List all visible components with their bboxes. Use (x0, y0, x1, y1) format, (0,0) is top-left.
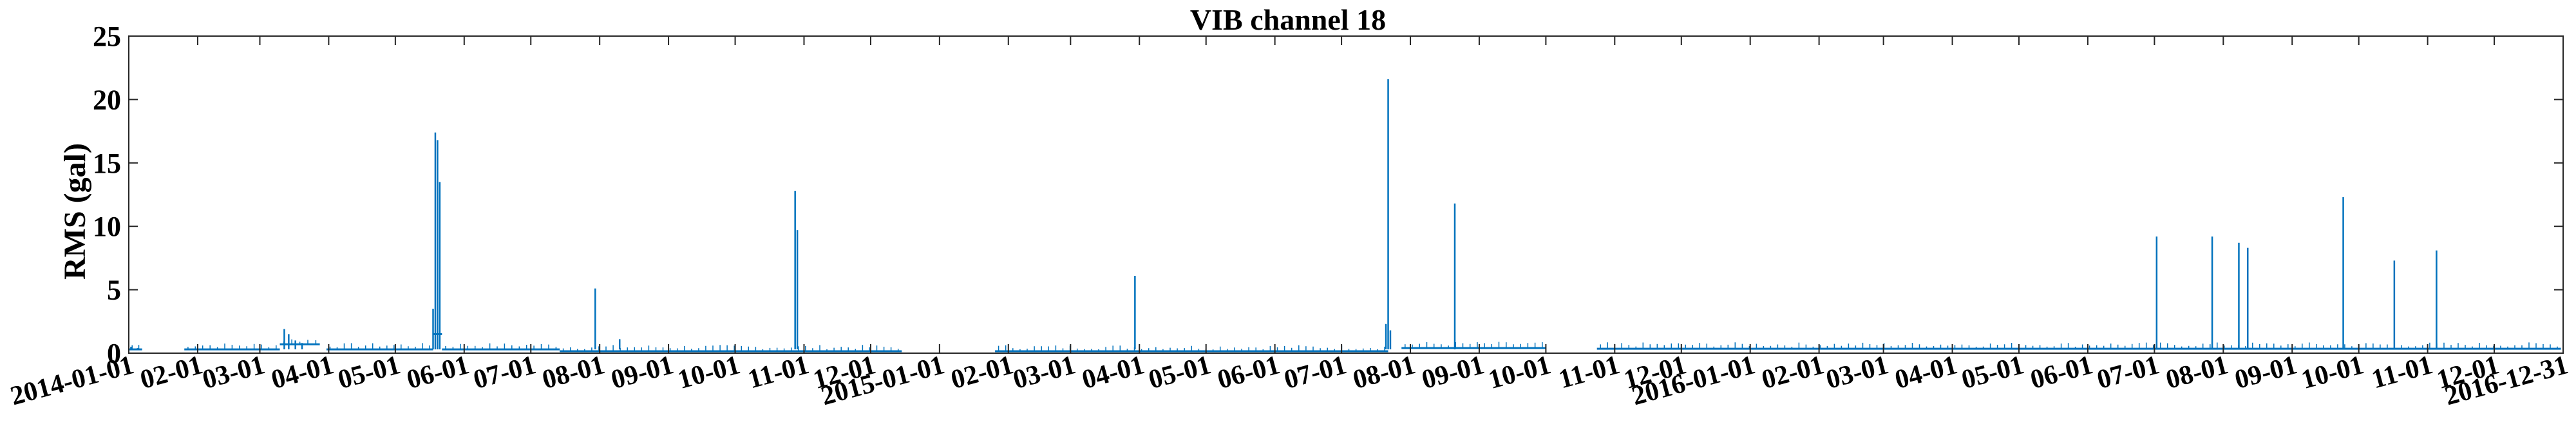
x-tick-label: 07-01 (470, 350, 539, 395)
x-tick-label: 08-01 (539, 350, 608, 395)
series-noise (329, 343, 430, 350)
series-noise (187, 343, 277, 350)
x-tick-label: 04-01 (1892, 350, 1961, 395)
x-tick-label: 10-01 (2298, 350, 2367, 395)
y-tick-label: 5 (107, 275, 121, 306)
x-tick-label: 05-01 (335, 350, 404, 395)
x-tick-label: 02-01 (1759, 350, 1828, 395)
x-tick-label: 10-01 (1485, 350, 1554, 395)
x-tick-label: 09-01 (608, 350, 677, 395)
x-tick-label: 03-01 (1010, 350, 1079, 395)
x-tick-label: 09-01 (1419, 350, 1488, 395)
series-noise (562, 345, 899, 351)
series-noise (1405, 342, 1543, 349)
x-tick-label: 04-01 (268, 350, 337, 395)
series-noise (131, 345, 140, 350)
x-tick-label: 07-01 (2094, 350, 2163, 395)
x-tick-label: 02-01 (137, 350, 206, 395)
x-tick-label: 05-01 (1146, 350, 1215, 395)
y-tick-label: 10 (93, 211, 121, 242)
x-tick-label: 11-01 (2369, 350, 2436, 394)
y-tick-label: 25 (93, 21, 121, 52)
x-tick-label: 11-01 (1556, 350, 1623, 394)
series-noise (445, 343, 557, 350)
y-tick-label: 15 (93, 148, 121, 179)
x-tick-label: 06-01 (404, 350, 473, 395)
y-tick-label: 20 (93, 84, 121, 115)
y-tick-label: 0 (107, 338, 121, 369)
x-tick-label: 08-01 (2163, 350, 2231, 395)
x-tick-label: 03-01 (200, 350, 269, 395)
x-tick-label: 07-01 (1281, 350, 1350, 395)
x-tick-label: 08-01 (1350, 350, 1419, 395)
x-tick-label: 2014-01-01 (7, 350, 137, 411)
chart-title: VIB channel 18 (1190, 3, 1386, 36)
x-tick-label: 04-01 (1079, 350, 1148, 395)
plot-area (129, 79, 2561, 353)
y-axis-label: RMS (gal) (58, 143, 92, 280)
x-tick-label: 06-01 (2027, 350, 2096, 395)
x-tick-label: 09-01 (2231, 350, 2300, 395)
x-tick-label: 10-01 (675, 350, 744, 395)
x-tick-label: 06-01 (1215, 350, 1283, 395)
x-tick-label: 03-01 (1823, 350, 1892, 395)
x-tick-label: 02-01 (948, 350, 1017, 395)
x-tick-label: 05-01 (1958, 350, 2027, 395)
axes-box (128, 35, 2564, 354)
x-tick-label: 11-01 (745, 350, 812, 394)
